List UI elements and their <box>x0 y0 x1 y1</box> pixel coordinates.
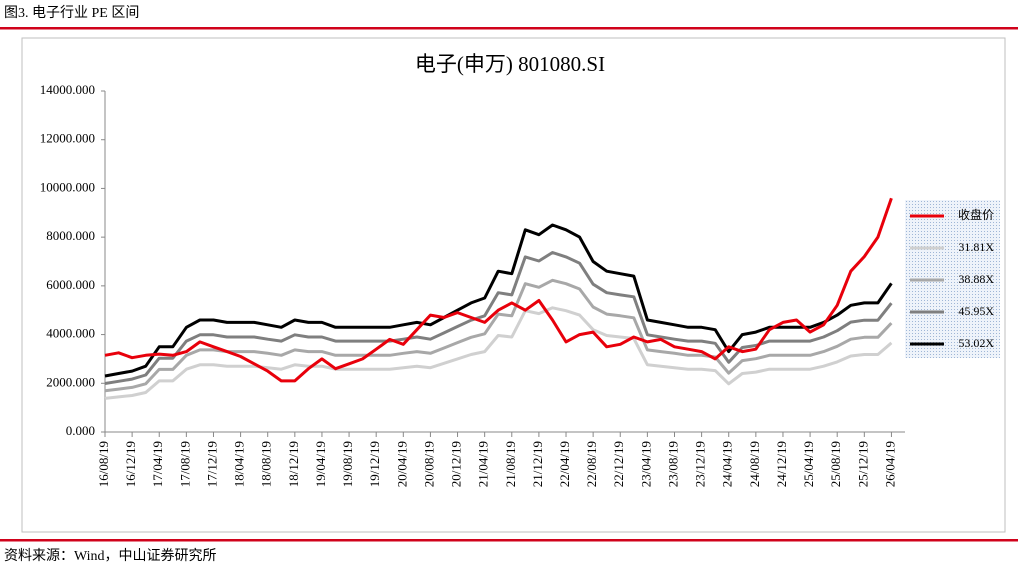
x-tick-label: 21/08/19 <box>503 441 518 487</box>
chart-frame <box>21 37 1006 533</box>
x-tick-label: 18/04/19 <box>232 441 247 487</box>
x-tick-label: 24/04/19 <box>720 441 735 487</box>
x-tick-label: 22/04/19 <box>557 441 572 487</box>
legend-label: 53.02X <box>958 336 994 350</box>
x-tick-label: 20/04/19 <box>394 441 409 487</box>
series-line <box>104 278 893 393</box>
y-tick-label: 12000.000 <box>40 131 95 146</box>
series-line <box>104 223 893 378</box>
series-line <box>104 306 893 400</box>
y-tick-label: 4000.000 <box>46 326 95 341</box>
x-tick-label: 17/04/19 <box>150 441 165 487</box>
y-tick-label: 8000.000 <box>46 228 95 243</box>
chart-title: 电子(申万) 801080.SI <box>415 52 605 76</box>
x-tick-label: 21/04/19 <box>476 441 491 487</box>
x-tick-label: 22/08/19 <box>584 441 599 487</box>
x-tick-label: 24/12/19 <box>774 441 789 487</box>
header-rule <box>0 27 1018 30</box>
x-tick-label: 25/08/19 <box>828 441 843 487</box>
x-tick-label: 21/12/19 <box>530 441 545 487</box>
footer-rule <box>0 539 1018 542</box>
plot-area: 0.000 2000.000 4000.000 6000.000 8000.000 100… <box>40 82 995 487</box>
legend-label: 38.88X <box>958 272 994 286</box>
x-tick-label: 23/12/19 <box>693 441 708 487</box>
x-tick-label: 16/08/19 <box>96 441 111 487</box>
x-tick-label: 19/08/19 <box>340 441 355 487</box>
x-tick-label: 24/08/19 <box>747 441 762 487</box>
x-tick-label: 23/08/19 <box>665 441 680 487</box>
x-tick-label: 16/12/19 <box>123 441 138 487</box>
y-tick-label: 0.000 <box>66 423 95 438</box>
x-tick-label: 19/12/19 <box>367 441 382 487</box>
legend-label: 收盘价 <box>958 207 994 222</box>
figure-title: 图3. 电子行业 PE 区间 <box>4 5 139 21</box>
series-line <box>104 197 893 383</box>
x-tick-label: 23/04/19 <box>638 441 653 487</box>
x-tick-label: 18/12/19 <box>286 441 301 487</box>
x-tick-label: 18/08/19 <box>259 441 274 487</box>
x-tick-label: 20/12/19 <box>449 441 464 487</box>
y-tick-label: 14000.000 <box>40 82 95 97</box>
y-tick-label: 2000.000 <box>46 374 95 389</box>
x-tick-label: 17/08/19 <box>177 441 192 487</box>
x-tick-label: 26/04/19 <box>882 441 897 487</box>
x-tick-label: 19/04/19 <box>313 441 328 487</box>
legend-label: 31.81X <box>958 240 994 254</box>
source-note: 资料来源：Wind，中山证券研究所 <box>4 548 217 564</box>
x-tick-label: 22/12/19 <box>611 441 626 487</box>
legend-label: 45.95X <box>958 304 994 318</box>
x-tick-label: 17/12/19 <box>204 441 219 487</box>
y-tick-label: 6000.000 <box>46 277 95 292</box>
y-tick-label: 10000.000 <box>40 179 95 194</box>
x-tick-label: 25/12/19 <box>855 441 870 487</box>
x-tick-label: 20/08/19 <box>421 441 436 487</box>
x-tick-label: 25/04/19 <box>801 441 816 487</box>
